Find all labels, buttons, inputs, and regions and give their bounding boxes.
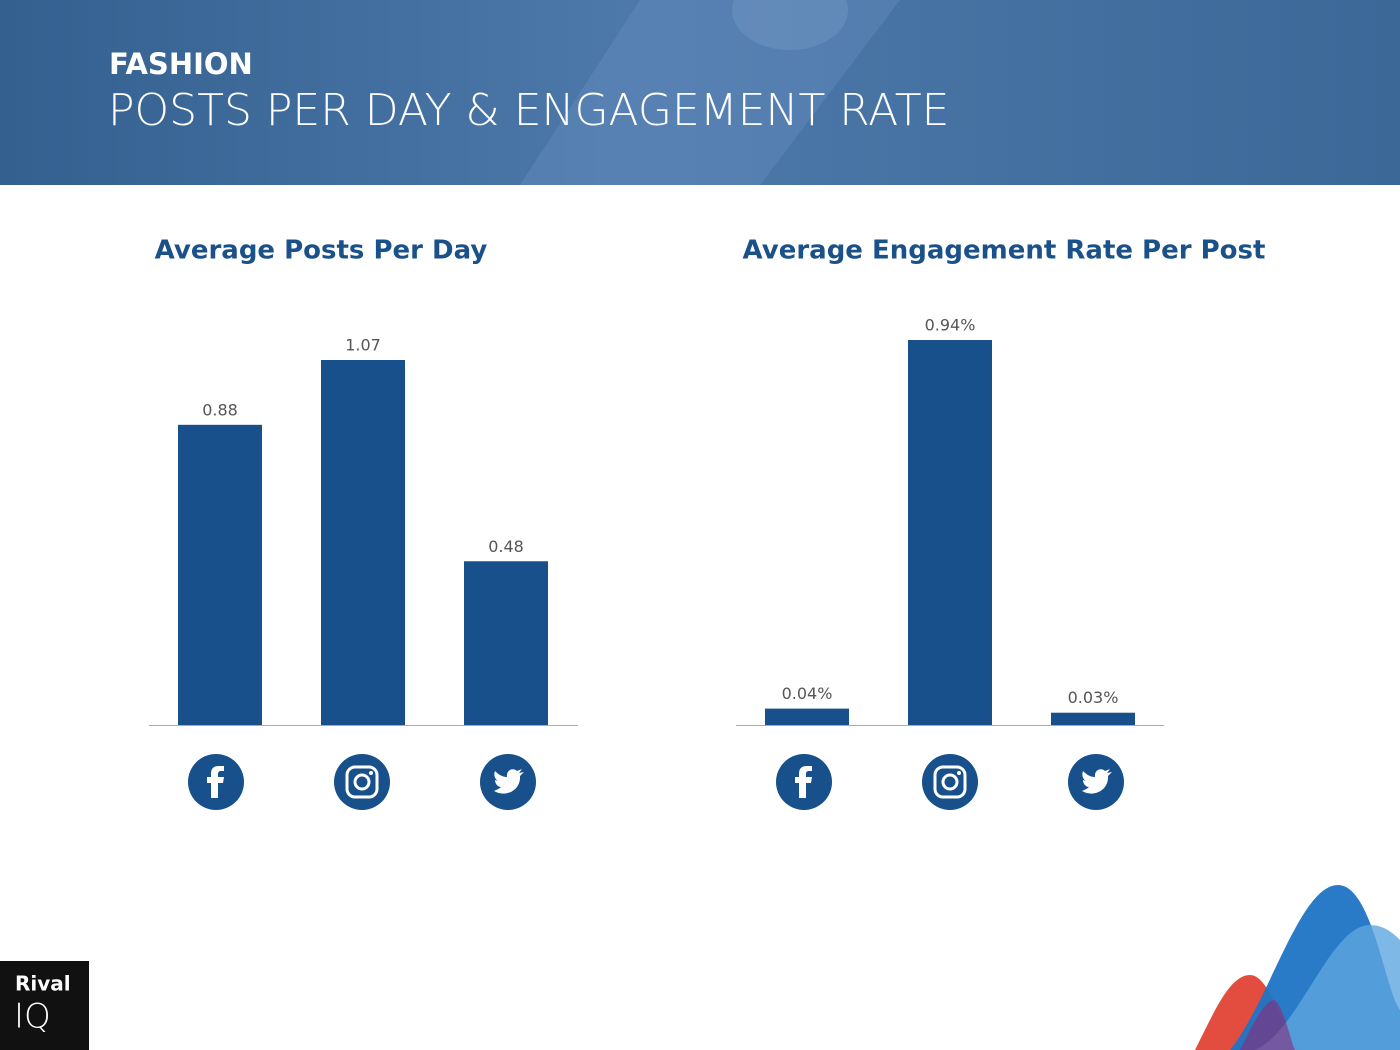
header-decoration [520, 0, 900, 185]
chart-title: Average Posts Per Day [155, 236, 488, 266]
category-icon [188, 754, 244, 810]
value-label: 0.94% [925, 316, 976, 335]
value-label: 0.48 [488, 537, 524, 556]
facebook-icon [207, 766, 224, 798]
decor-wave [1255, 925, 1400, 1050]
category-icon [776, 754, 832, 810]
instagram-icon [345, 765, 379, 799]
category-icon [480, 754, 536, 810]
charts: Average Posts Per Day 0.88 1.07 0.48 Average… [149, 236, 1266, 810]
bar [765, 708, 849, 725]
icon-circle [922, 754, 978, 810]
header-kicker: FASHION [109, 47, 253, 81]
facebook-icon [795, 766, 812, 798]
bar [321, 360, 405, 725]
header-title: POSTS PER DAY & ENGAGEMENT RATE [108, 85, 949, 136]
header-decoration [732, 0, 848, 50]
value-label: 0.88 [202, 400, 238, 419]
category-icon [922, 754, 978, 810]
instagram-icon [369, 771, 373, 775]
value-label: 0.04% [782, 684, 833, 703]
bar [178, 424, 262, 725]
icon-circle [334, 754, 390, 810]
bar [464, 561, 548, 725]
header-background [0, 0, 1400, 185]
chart-title: Average Engagement Rate Per Post [743, 236, 1266, 266]
instagram-icon [957, 771, 961, 775]
twitter-icon [1082, 769, 1112, 794]
value-label: 0.03% [1068, 688, 1119, 707]
bar [1051, 712, 1135, 725]
instagram-icon [353, 773, 371, 791]
logo-text: Rival [15, 972, 71, 996]
category-icon [334, 754, 390, 810]
twitter-icon [494, 769, 524, 794]
logo-text: IQ [14, 997, 51, 1037]
decor-wave [1240, 1000, 1295, 1050]
logo-box [0, 961, 89, 1050]
category-icon [1068, 754, 1124, 810]
bar [908, 340, 992, 725]
instagram-icon [933, 765, 967, 799]
instagram-icon [941, 773, 959, 791]
value-label: 1.07 [345, 336, 381, 355]
